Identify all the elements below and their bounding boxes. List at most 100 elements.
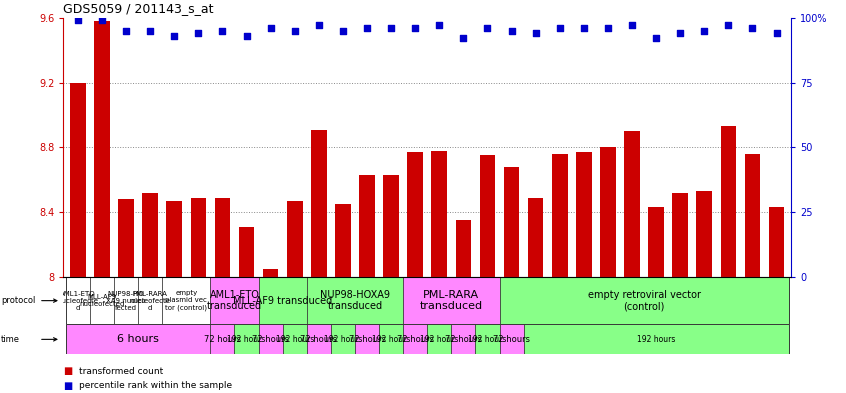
Bar	[259, 324, 283, 354]
Point	[216, 28, 229, 34]
Point	[673, 30, 687, 37]
Bar	[211, 277, 259, 324]
Bar	[404, 277, 499, 324]
Text: AML1-ETO
nucleofecte
d: AML1-ETO nucleofecte d	[58, 291, 98, 310]
Bar	[360, 175, 375, 277]
Bar	[451, 324, 475, 354]
Text: NUP98-HOXA9
transduced: NUP98-HOXA9 transduced	[320, 290, 390, 311]
Bar	[307, 324, 331, 354]
Text: protocol: protocol	[1, 296, 36, 305]
Text: 72 hours: 72 hours	[493, 335, 530, 344]
Point	[336, 28, 349, 34]
Text: 192 hours: 192 hours	[420, 335, 459, 344]
Text: empty retroviral vector
(control): empty retroviral vector (control)	[588, 290, 700, 311]
Point	[505, 28, 519, 34]
Bar	[114, 277, 138, 324]
Text: 192 hours: 192 hours	[637, 335, 675, 344]
Bar	[70, 83, 85, 277]
Bar	[552, 154, 568, 277]
Bar	[383, 175, 399, 277]
Text: PML-RARA
nucleofecte
d: PML-RARA nucleofecte d	[129, 291, 171, 310]
Bar	[94, 21, 110, 277]
Bar	[379, 324, 404, 354]
Bar	[355, 324, 379, 354]
Bar	[311, 130, 327, 277]
Bar	[673, 193, 688, 277]
Bar	[118, 199, 134, 277]
Bar	[66, 324, 211, 354]
Bar	[90, 277, 114, 324]
Point	[722, 22, 735, 29]
Bar	[408, 152, 423, 277]
Bar	[769, 208, 784, 277]
Point	[96, 17, 109, 24]
Point	[457, 35, 470, 42]
Point	[650, 35, 663, 42]
Text: MLL-AF9 transduced: MLL-AF9 transduced	[233, 296, 332, 306]
Point	[384, 25, 398, 31]
Text: empty
plasmid vec
tor (control): empty plasmid vec tor (control)	[165, 290, 207, 311]
Bar	[499, 324, 524, 354]
Point	[529, 30, 542, 37]
Bar	[263, 269, 278, 277]
Bar	[524, 324, 788, 354]
Text: time: time	[1, 335, 19, 344]
Point	[71, 17, 85, 24]
Bar	[234, 324, 259, 354]
Bar	[576, 152, 591, 277]
Point	[409, 25, 422, 31]
Bar	[475, 324, 499, 354]
Bar	[162, 277, 211, 324]
Point	[360, 25, 374, 31]
Bar	[331, 324, 355, 354]
Text: 72 hours: 72 hours	[204, 335, 241, 344]
Point	[144, 28, 157, 34]
Bar	[167, 201, 182, 277]
Text: 192 hours: 192 hours	[469, 335, 507, 344]
Point	[312, 22, 326, 29]
Point	[553, 25, 567, 31]
Bar	[138, 277, 162, 324]
Text: AML1-ETO
transduced: AML1-ETO transduced	[207, 290, 262, 311]
Point	[697, 28, 711, 34]
Bar	[307, 277, 404, 324]
Bar	[455, 220, 471, 277]
Text: GDS5059 / 201143_s_at: GDS5059 / 201143_s_at	[63, 2, 214, 15]
Text: percentile rank within the sample: percentile rank within the sample	[79, 382, 232, 390]
Point	[577, 25, 591, 31]
Point	[432, 22, 446, 29]
Bar	[744, 154, 761, 277]
Text: 72 hours: 72 hours	[349, 335, 386, 344]
Point	[239, 33, 253, 39]
Bar	[480, 156, 495, 277]
Text: 192 hours: 192 hours	[276, 335, 314, 344]
Text: 72 hours: 72 hours	[300, 335, 338, 344]
Text: ■: ■	[63, 366, 73, 376]
Text: 72 hours: 72 hours	[445, 335, 482, 344]
Point	[481, 25, 494, 31]
Bar	[600, 147, 616, 277]
Bar	[215, 198, 230, 277]
Bar	[287, 201, 303, 277]
Point	[264, 25, 277, 31]
Text: 192 hours: 192 hours	[372, 335, 410, 344]
Text: 192 hours: 192 hours	[228, 335, 266, 344]
Point	[168, 33, 181, 39]
Bar	[283, 324, 307, 354]
Bar	[404, 324, 427, 354]
Bar	[211, 324, 234, 354]
Point	[625, 22, 639, 29]
Bar	[624, 131, 640, 277]
Bar	[427, 324, 451, 354]
Point	[191, 30, 205, 37]
Bar	[66, 277, 90, 324]
Text: 72 hours: 72 hours	[252, 335, 289, 344]
Text: transformed count: transformed count	[79, 367, 163, 376]
Bar	[499, 277, 788, 324]
Point	[288, 28, 301, 34]
Bar	[721, 126, 736, 277]
Bar	[696, 191, 712, 277]
Bar	[190, 198, 206, 277]
Point	[119, 28, 133, 34]
Point	[602, 25, 615, 31]
